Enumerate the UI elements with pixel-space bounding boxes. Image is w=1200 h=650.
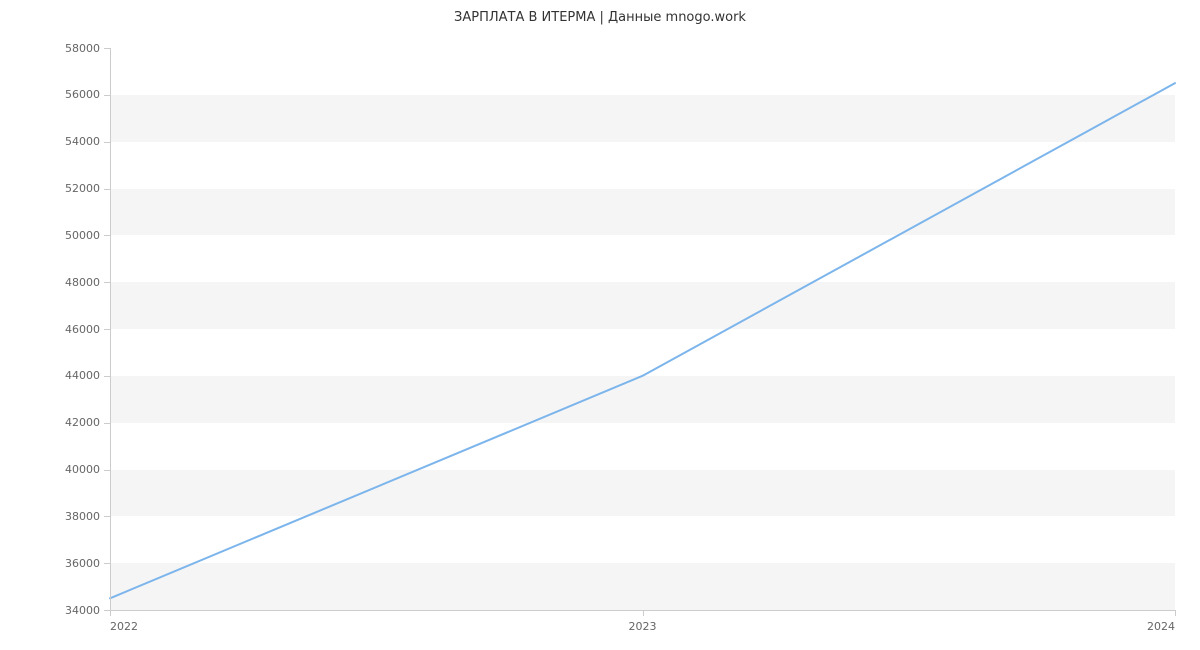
- y-tick-label: 52000: [65, 182, 100, 195]
- y-tick: [104, 516, 110, 517]
- y-tick-label: 42000: [65, 416, 100, 429]
- y-tick-label: 58000: [65, 42, 100, 55]
- plot-area: 3400036000380004000042000440004600048000…: [110, 48, 1175, 610]
- y-axis-line: [110, 48, 111, 610]
- x-tick: [110, 610, 111, 616]
- y-tick-label: 40000: [65, 463, 100, 476]
- x-tick: [643, 610, 644, 616]
- y-tick: [104, 142, 110, 143]
- y-tick-label: 38000: [65, 510, 100, 523]
- x-tick-label: 2024: [1147, 620, 1175, 633]
- y-tick: [104, 282, 110, 283]
- y-tick: [104, 189, 110, 190]
- y-tick-label: 48000: [65, 276, 100, 289]
- y-tick-label: 44000: [65, 369, 100, 382]
- y-tick: [104, 329, 110, 330]
- y-tick: [104, 563, 110, 564]
- line-layer: [110, 48, 1175, 610]
- x-tick-label: 2022: [110, 620, 138, 633]
- x-tick: [1175, 610, 1176, 616]
- y-tick: [104, 48, 110, 49]
- y-tick-label: 56000: [65, 88, 100, 101]
- y-tick-label: 54000: [65, 135, 100, 148]
- y-tick: [104, 235, 110, 236]
- y-tick: [104, 423, 110, 424]
- chart-title: ЗАРПЛАТА В ИТЕРМА | Данные mnogo.work: [0, 10, 1200, 25]
- y-tick-label: 34000: [65, 604, 100, 617]
- y-tick: [104, 470, 110, 471]
- y-tick: [104, 95, 110, 96]
- y-tick: [104, 376, 110, 377]
- y-tick-label: 46000: [65, 323, 100, 336]
- x-tick-label: 2023: [623, 620, 663, 633]
- y-tick-label: 50000: [65, 229, 100, 242]
- series-line-salary: [110, 83, 1175, 598]
- salary-line-chart: ЗАРПЛАТА В ИТЕРМА | Данные mnogo.work 34…: [0, 0, 1200, 650]
- y-tick-label: 36000: [65, 557, 100, 570]
